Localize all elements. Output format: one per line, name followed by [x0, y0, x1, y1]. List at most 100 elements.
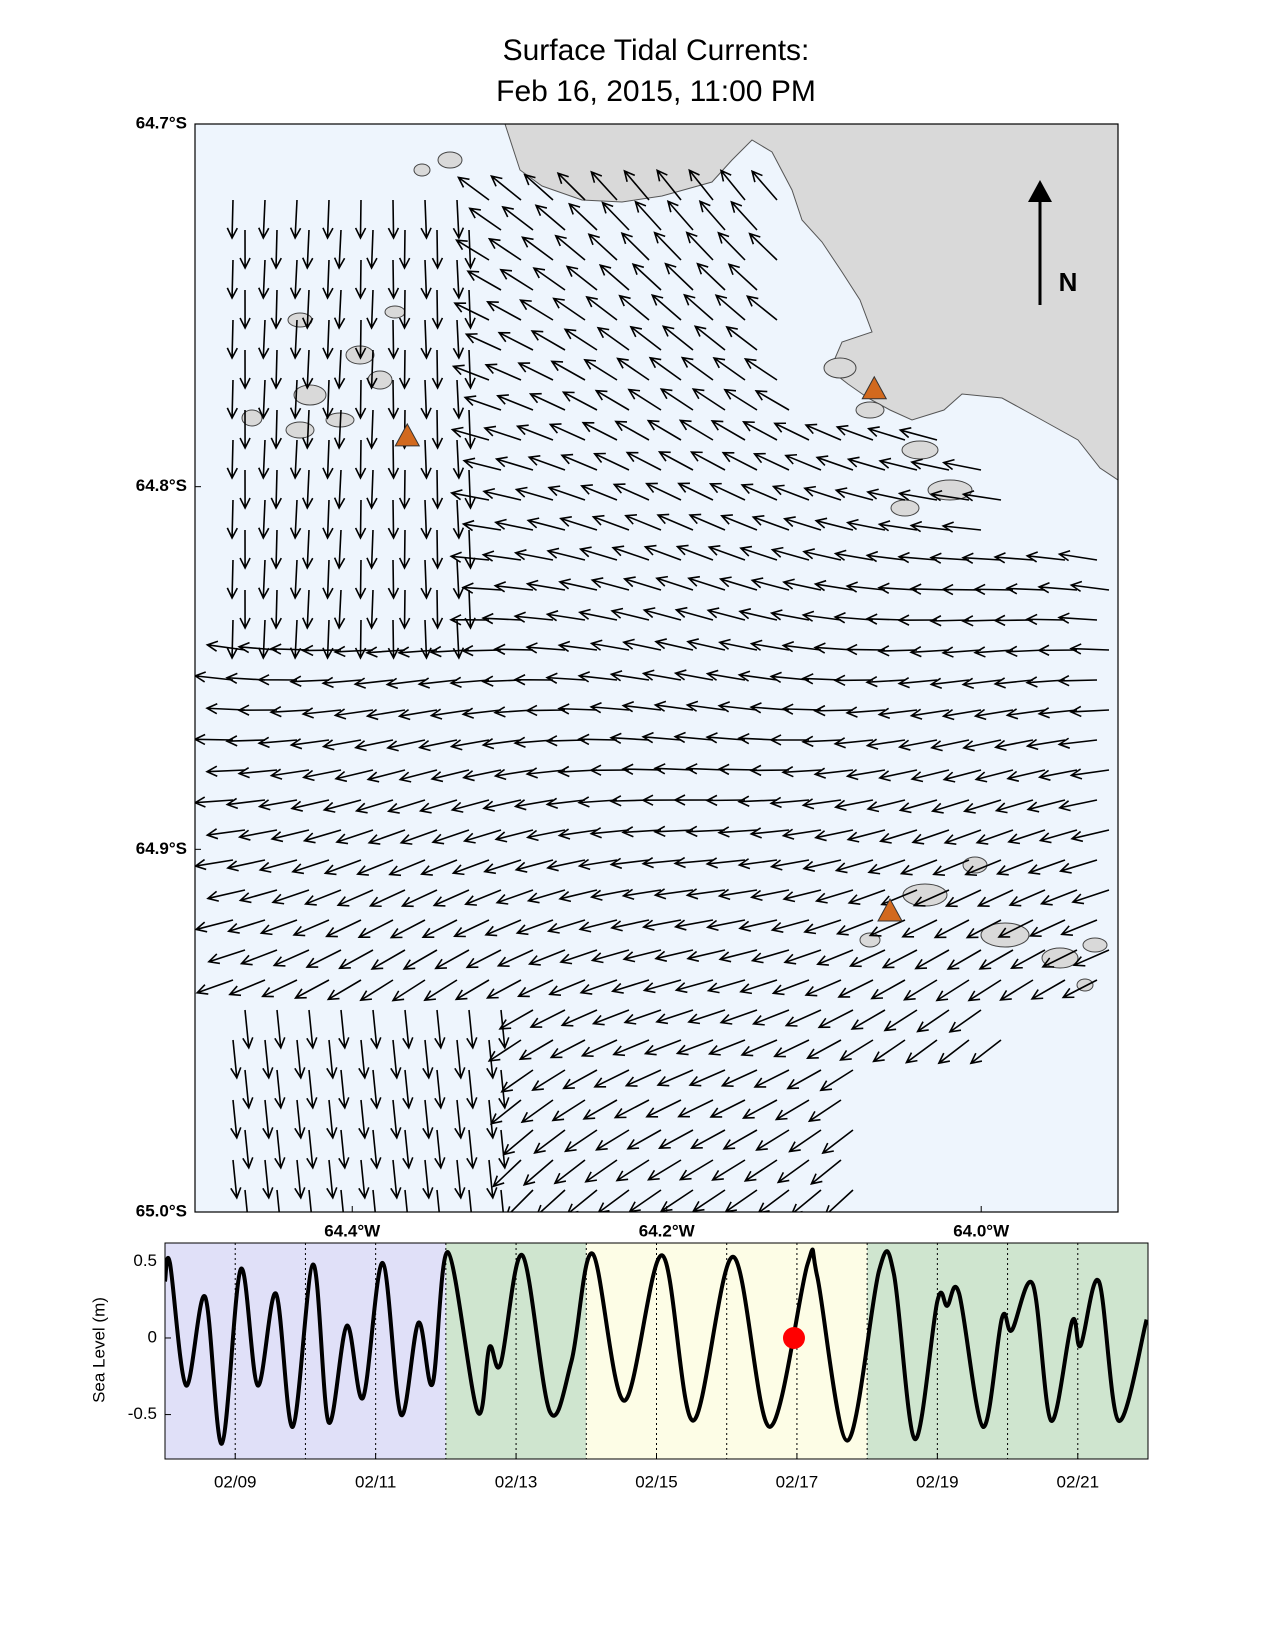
- current-arrow: [784, 453, 822, 471]
- current-arrow: [782, 889, 822, 903]
- current-arrow: [397, 708, 438, 721]
- current-arrow: [994, 799, 1034, 814]
- current-arrow: [421, 919, 458, 939]
- current-arrow: [486, 1099, 498, 1140]
- current-arrow: [815, 455, 854, 471]
- current-arrow: [549, 1039, 586, 1059]
- current-arrow: [481, 550, 522, 562]
- current-arrow: [274, 1009, 286, 1050]
- current-arrow: [546, 547, 586, 561]
- current-arrow: [717, 826, 758, 838]
- current-arrow: [420, 379, 432, 420]
- current-arrow: [449, 614, 490, 626]
- current-arrow: [769, 734, 810, 746]
- current-arrow: [420, 439, 432, 480]
- current-arrow: [578, 546, 618, 561]
- current-arrow: [530, 330, 566, 351]
- current-arrow: [513, 799, 554, 811]
- current-arrow: [468, 1189, 473, 1212]
- current-arrow: [429, 708, 470, 720]
- current-arrow: [601, 201, 630, 231]
- current-arrow: [898, 427, 938, 441]
- current-arrow: [626, 1129, 662, 1150]
- title-line-2: Feb 16, 2015, 11:00 PM: [496, 75, 816, 108]
- current-arrow: [494, 829, 534, 843]
- current-arrow: [366, 589, 378, 630]
- current-arrow: [1010, 949, 1046, 969]
- current-arrow: [867, 859, 906, 875]
- current-arrow: [846, 829, 886, 843]
- current-arrow: [457, 176, 490, 201]
- current-arrow: [420, 499, 432, 540]
- current-arrow: [1041, 949, 1078, 968]
- current-arrow: [333, 349, 346, 390]
- current-arrow: [655, 1009, 694, 1025]
- current-arrow: [835, 424, 874, 441]
- current-arrow: [975, 829, 1014, 845]
- current-arrow: [817, 1009, 854, 1029]
- current-arrow: [387, 439, 400, 480]
- current-arrow: [1070, 829, 1110, 843]
- current-arrow: [845, 769, 886, 781]
- current-arrow: [654, 638, 694, 651]
- current-arrow: [962, 739, 1002, 752]
- current-arrow: [289, 439, 302, 480]
- current-arrow: [515, 424, 554, 441]
- current-arrow: [594, 389, 630, 411]
- current-arrow: [706, 979, 746, 994]
- current-arrow: [1069, 705, 1110, 718]
- current-arrow: [666, 200, 694, 231]
- current-arrow: [258, 319, 270, 360]
- current-arrow: [870, 979, 906, 1000]
- current-arrow: [804, 423, 842, 441]
- current-field: [195, 168, 1110, 1212]
- current-arrow: [929, 615, 970, 627]
- current-arrow: [387, 559, 400, 600]
- current-arrow: [621, 763, 662, 775]
- current-arrow: [865, 675, 906, 688]
- current-arrow: [334, 769, 374, 783]
- current-arrow: [321, 739, 362, 751]
- current-arrow: [370, 1069, 382, 1110]
- current-arrow: [883, 1009, 918, 1032]
- current-arrow: [502, 1129, 534, 1156]
- current-arrow: [301, 769, 342, 782]
- current-arrow: [434, 1129, 446, 1170]
- current-arrow: [289, 619, 302, 660]
- current-arrow: [578, 608, 618, 621]
- current-arrow: [834, 859, 874, 874]
- current-arrow: [431, 349, 444, 390]
- y-tick-label: 0.5: [133, 1251, 157, 1270]
- current-arrow: [973, 708, 1014, 721]
- current-arrow: [301, 644, 342, 657]
- current-arrow: [999, 979, 1034, 1001]
- lon-tick-label: 64.4°W: [324, 1221, 381, 1240]
- current-arrow: [846, 456, 886, 471]
- current-arrow: [582, 1099, 618, 1120]
- current-arrow: [333, 229, 346, 270]
- current-arrow: [230, 1039, 242, 1080]
- current-arrow: [482, 799, 522, 812]
- current-arrow: [365, 708, 406, 721]
- current-arrow: [687, 1009, 726, 1025]
- current-arrow: [239, 949, 278, 966]
- current-arrow: [593, 452, 630, 471]
- current-arrow: [740, 1039, 778, 1057]
- title-line-1: Surface Tidal Currents:: [503, 34, 810, 67]
- current-arrow: [833, 549, 874, 561]
- current-arrow: [719, 1009, 758, 1025]
- current-arrow: [270, 589, 282, 630]
- current-arrow: [784, 1009, 822, 1027]
- current-arrow: [564, 1129, 598, 1153]
- current-arrow: [687, 575, 726, 591]
- current-arrow: [1057, 737, 1098, 749]
- current-arrow: [610, 979, 650, 994]
- current-arrow: [897, 739, 938, 751]
- current-arrow: [500, 1069, 534, 1093]
- current-arrow: [910, 769, 950, 783]
- current-arrow: [612, 483, 650, 501]
- current-arrow: [801, 798, 842, 810]
- current-arrow: [501, 205, 534, 231]
- current-arrow: [590, 170, 618, 201]
